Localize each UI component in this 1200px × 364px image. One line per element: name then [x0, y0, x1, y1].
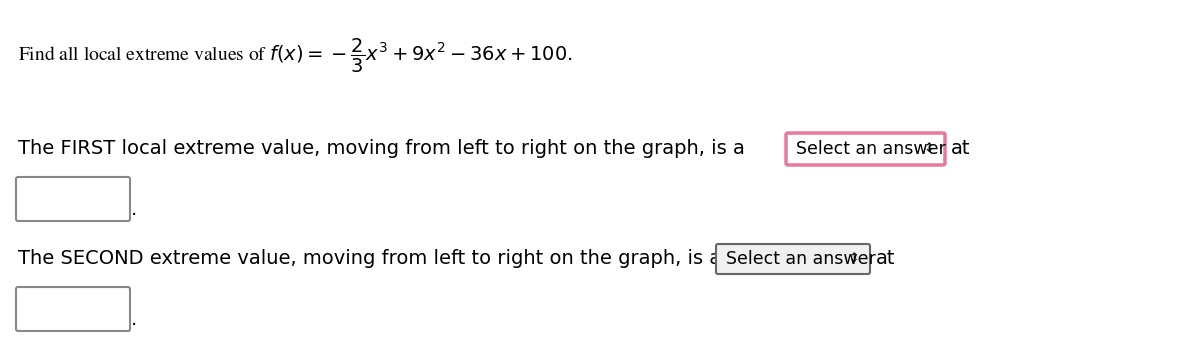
- Text: The SECOND extreme value, moving from left to right on the graph, is a: The SECOND extreme value, moving from le…: [18, 249, 721, 269]
- Text: Find all local extreme values of $f(x) = -\dfrac{2}{3}x^3 + 9x^2 - 36x + 100.$: Find all local extreme values of $f(x) =…: [18, 37, 572, 75]
- FancyBboxPatch shape: [16, 287, 130, 331]
- Text: The FIRST local extreme value, moving from left to right on the graph, is a: The FIRST local extreme value, moving fr…: [18, 139, 745, 158]
- Text: Select an answer: Select an answer: [796, 140, 946, 158]
- Text: at: at: [952, 139, 971, 158]
- Text: ↕: ↕: [848, 253, 859, 265]
- Text: at: at: [876, 249, 895, 269]
- Text: .: .: [131, 310, 137, 329]
- FancyBboxPatch shape: [786, 133, 946, 165]
- FancyBboxPatch shape: [716, 244, 870, 274]
- FancyBboxPatch shape: [16, 177, 130, 221]
- Text: Select an answer: Select an answer: [726, 250, 876, 268]
- Text: ↕: ↕: [924, 142, 935, 155]
- Text: .: .: [131, 200, 137, 219]
